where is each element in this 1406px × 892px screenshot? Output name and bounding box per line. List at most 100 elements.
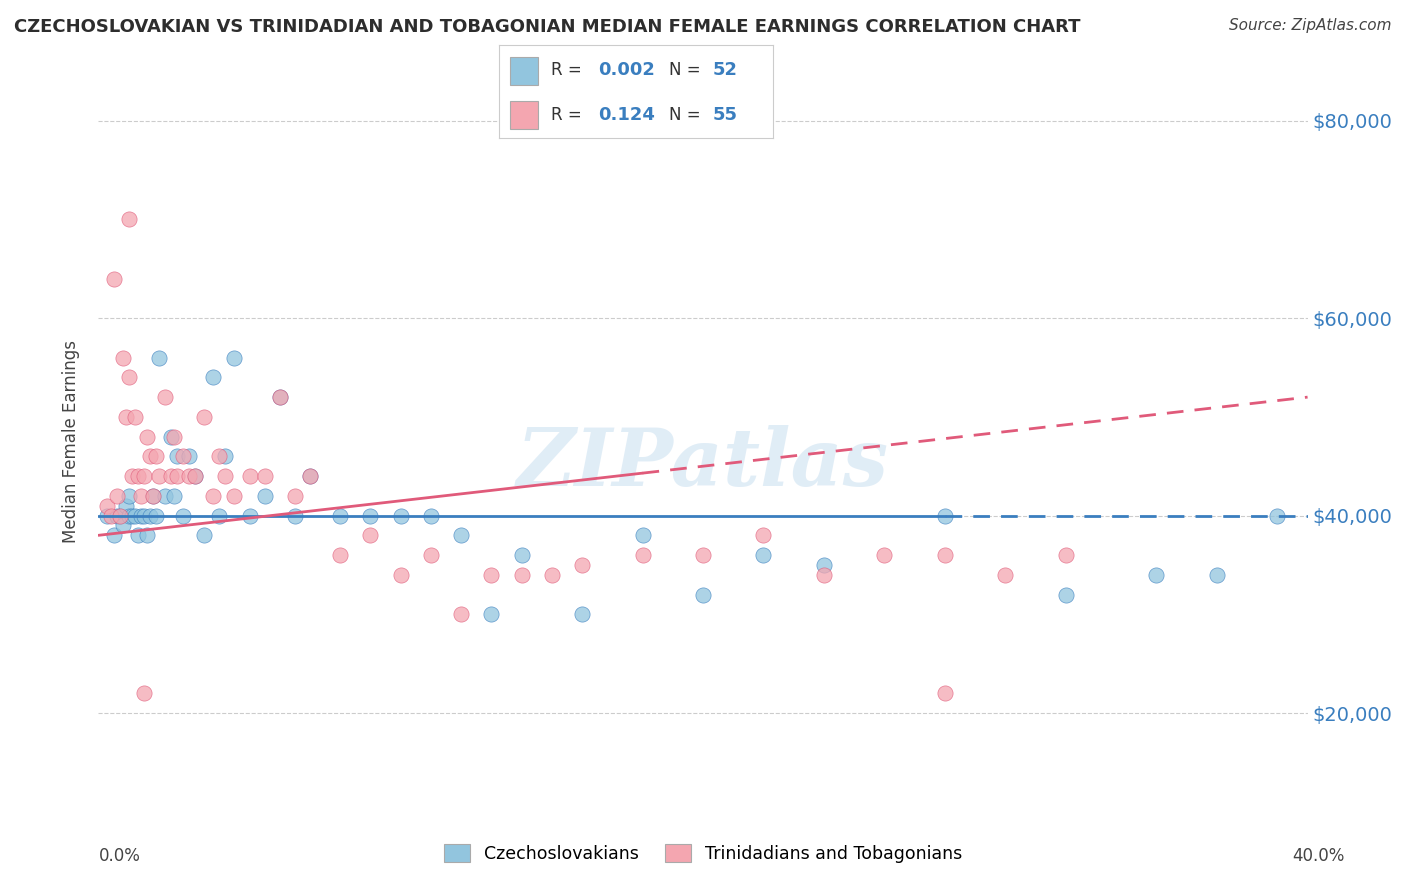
Point xyxy=(239,508,262,523)
Point xyxy=(96,508,118,523)
Point xyxy=(163,429,186,443)
Point xyxy=(153,390,176,404)
Point xyxy=(142,489,165,503)
Point xyxy=(360,508,382,523)
Point xyxy=(208,508,231,523)
Point xyxy=(481,607,503,622)
Point xyxy=(692,548,714,562)
Text: N =: N = xyxy=(669,62,706,79)
Point xyxy=(100,508,122,523)
Point xyxy=(813,558,835,572)
Point xyxy=(510,548,533,562)
Point xyxy=(752,528,775,542)
Point xyxy=(121,469,143,483)
Text: 0.002: 0.002 xyxy=(598,62,655,79)
Point xyxy=(118,508,141,523)
Point xyxy=(1206,567,1229,582)
Point xyxy=(184,469,207,483)
Point xyxy=(111,351,134,365)
FancyBboxPatch shape xyxy=(510,101,537,129)
Point xyxy=(145,508,167,523)
Point xyxy=(934,508,956,523)
Text: 55: 55 xyxy=(713,106,738,124)
Point xyxy=(127,528,149,542)
Point xyxy=(114,409,136,424)
Text: 52: 52 xyxy=(713,62,738,79)
Text: Source: ZipAtlas.com: Source: ZipAtlas.com xyxy=(1229,18,1392,33)
Point xyxy=(135,429,157,443)
Point xyxy=(202,489,225,503)
Point xyxy=(214,469,236,483)
Point xyxy=(96,499,118,513)
Text: 0.0%: 0.0% xyxy=(98,847,141,864)
Text: ZIPatlas: ZIPatlas xyxy=(517,425,889,502)
Point xyxy=(142,489,165,503)
Point xyxy=(329,508,352,523)
Point xyxy=(253,469,276,483)
Point xyxy=(108,508,131,523)
Point xyxy=(284,489,307,503)
Point xyxy=(1054,548,1077,562)
Point xyxy=(510,567,533,582)
Point xyxy=(360,528,382,542)
Point xyxy=(752,548,775,562)
Text: R =: R = xyxy=(551,62,588,79)
Point xyxy=(105,489,128,503)
Point xyxy=(103,271,125,285)
Point xyxy=(873,548,896,562)
Point xyxy=(631,528,654,542)
Point xyxy=(299,469,322,483)
Point xyxy=(160,429,183,443)
Point xyxy=(139,508,162,523)
FancyBboxPatch shape xyxy=(510,57,537,85)
Point xyxy=(163,489,186,503)
Point xyxy=(299,469,322,483)
Point xyxy=(153,489,176,503)
Point xyxy=(166,469,188,483)
Text: R =: R = xyxy=(551,106,588,124)
Point xyxy=(540,567,562,582)
Point xyxy=(179,469,201,483)
Text: N =: N = xyxy=(669,106,706,124)
Point xyxy=(103,528,125,542)
Legend: Czechoslovakians, Trinidadians and Tobagonians: Czechoslovakians, Trinidadians and Tobag… xyxy=(437,837,969,870)
Point xyxy=(193,409,215,424)
Point xyxy=(121,508,143,523)
Text: CZECHOSLOVAKIAN VS TRINIDADIAN AND TOBAGONIAN MEDIAN FEMALE EARNINGS CORRELATION: CZECHOSLOVAKIAN VS TRINIDADIAN AND TOBAG… xyxy=(14,18,1081,36)
Point xyxy=(420,508,443,523)
Text: 0.124: 0.124 xyxy=(598,106,655,124)
Point xyxy=(129,508,152,523)
Point xyxy=(148,351,170,365)
Point xyxy=(139,450,162,464)
Point xyxy=(1054,588,1077,602)
Point xyxy=(132,508,155,523)
Point xyxy=(166,450,188,464)
Text: 40.0%: 40.0% xyxy=(1292,847,1346,864)
Point xyxy=(111,518,134,533)
Point xyxy=(571,558,593,572)
Point xyxy=(224,351,246,365)
Point xyxy=(389,508,412,523)
Point xyxy=(127,469,149,483)
Point xyxy=(224,489,246,503)
Point xyxy=(145,450,167,464)
Point xyxy=(631,548,654,562)
Point xyxy=(135,528,157,542)
Point xyxy=(184,469,207,483)
Point xyxy=(179,450,201,464)
Point xyxy=(934,686,956,700)
Point xyxy=(1144,567,1167,582)
Point xyxy=(389,567,412,582)
Point xyxy=(269,390,291,404)
Point xyxy=(329,548,352,562)
Y-axis label: Median Female Earnings: Median Female Earnings xyxy=(62,340,80,543)
Point xyxy=(450,528,472,542)
Point xyxy=(118,370,141,384)
Point xyxy=(994,567,1017,582)
Point xyxy=(420,548,443,562)
Point xyxy=(129,489,152,503)
Point xyxy=(481,567,503,582)
Point xyxy=(450,607,472,622)
Point xyxy=(124,409,146,424)
Point xyxy=(269,390,291,404)
